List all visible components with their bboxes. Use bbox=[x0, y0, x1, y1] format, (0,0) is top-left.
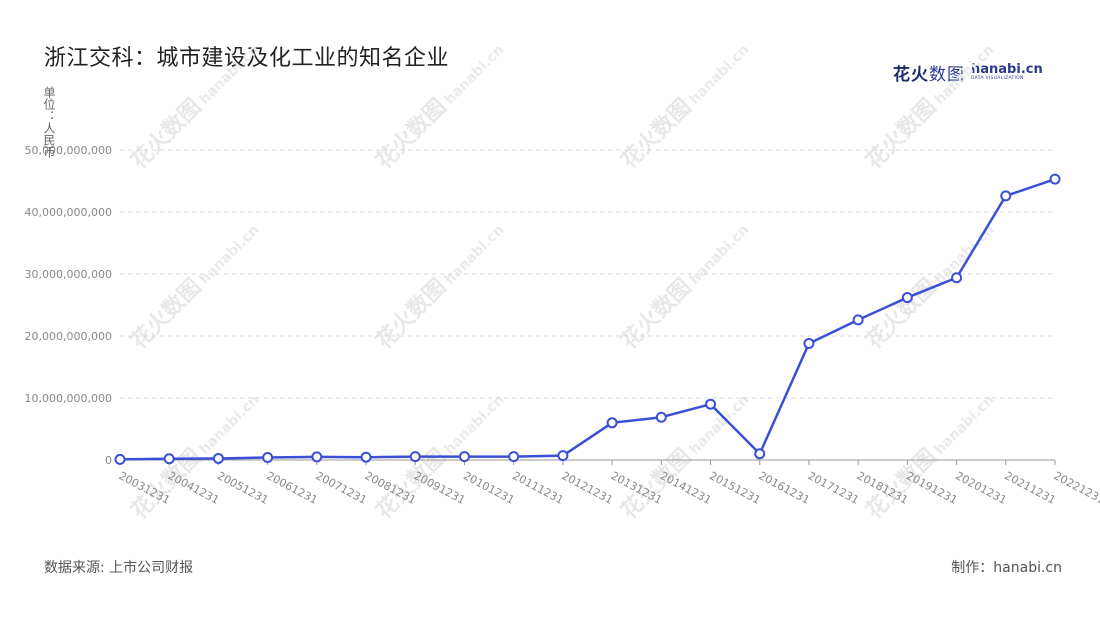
data-point[interactable] bbox=[360, 451, 372, 463]
y-tick-label: 40,000,000,000 bbox=[25, 206, 112, 219]
data-point[interactable] bbox=[458, 451, 470, 463]
y-tick-label: 0 bbox=[105, 454, 112, 467]
watermark-text: 花火数图 bbox=[861, 94, 942, 175]
watermark-text: hanabi.cn bbox=[687, 42, 753, 108]
data-point[interactable] bbox=[114, 453, 126, 465]
watermark-text: hanabi.cn bbox=[932, 42, 998, 108]
data-point[interactable] bbox=[163, 453, 175, 465]
x-tick-label: 20111231 bbox=[510, 469, 566, 507]
data-point[interactable] bbox=[212, 452, 224, 464]
x-tick-label: 20151231 bbox=[707, 469, 763, 507]
logo-cn-text: 花火数图 bbox=[893, 65, 965, 85]
data-point[interactable] bbox=[508, 451, 520, 463]
x-tick-label: 20171231 bbox=[806, 469, 862, 507]
watermark-text: hanabi.cn bbox=[687, 222, 753, 288]
grid-lines bbox=[120, 149, 1055, 399]
x-tick-label: 20221231 bbox=[1052, 469, 1100, 507]
x-tick-label: 20051231 bbox=[215, 469, 271, 507]
y-tick-label: 20,000,000,000 bbox=[25, 330, 112, 343]
data-point[interactable] bbox=[705, 398, 717, 410]
x-tick-label: 20101231 bbox=[461, 469, 517, 507]
data-point[interactable] bbox=[409, 451, 421, 463]
data-source-note: 数据来源: 上市公司财报 bbox=[44, 560, 194, 576]
x-tick-label: 20061231 bbox=[264, 469, 320, 507]
y-tick-label: 30,000,000,000 bbox=[25, 268, 112, 281]
watermark-text: hanabi.cn bbox=[197, 42, 263, 108]
data-point[interactable] bbox=[1000, 190, 1012, 202]
watermark-text: hanabi.cn bbox=[197, 392, 263, 458]
data-point[interactable] bbox=[606, 417, 618, 429]
watermark-text: hanabi.cn bbox=[442, 392, 508, 458]
data-point[interactable] bbox=[1049, 173, 1061, 185]
watermark-text: hanabi.cn bbox=[442, 222, 508, 288]
watermark-text: 花火数图 bbox=[126, 94, 207, 175]
data-point[interactable] bbox=[803, 337, 815, 349]
hanabi-logo: 花火数图 hanabi.cn DATA VISUALIZATION bbox=[893, 60, 1043, 85]
y-tick-label: 10,000,000,000 bbox=[25, 392, 112, 405]
credit-note: 制作：hanabi.cn bbox=[951, 560, 1062, 576]
data-point[interactable] bbox=[655, 411, 667, 423]
y-axis-ticks: 0 10,000,000,000 20,000,000,000 30,000,000,… bbox=[25, 144, 112, 467]
logo-en-text: hanabi.cn DATA VISUALIZATION bbox=[971, 62, 1043, 82]
data-point[interactable] bbox=[557, 450, 569, 462]
x-tick-label: 20121231 bbox=[559, 469, 615, 507]
x-tick-label: 20201231 bbox=[953, 469, 1009, 507]
y-axis-unit-label: 单位：人民币 bbox=[42, 86, 56, 158]
watermark-text: hanabi.cn bbox=[932, 392, 998, 458]
data-point[interactable] bbox=[901, 292, 913, 304]
watermark-text: 花火数图 bbox=[371, 94, 452, 175]
data-point[interactable] bbox=[852, 314, 864, 326]
series-polyline bbox=[119, 177, 1056, 461]
watermark-text: hanabi.cn bbox=[197, 222, 263, 288]
watermark-text: 花火数图 bbox=[616, 274, 697, 355]
watermark-text: 花火数图 bbox=[126, 274, 207, 355]
watermark-text: hanabi.cn bbox=[932, 222, 998, 288]
watermark-text: hanabi.cn bbox=[442, 42, 508, 108]
watermark-text: 花火数图 bbox=[616, 94, 697, 175]
data-point[interactable] bbox=[311, 451, 323, 463]
watermark-text: 花火数图 bbox=[371, 274, 452, 355]
watermark-text: hanabi.cn bbox=[687, 392, 753, 458]
x-tick-label: 20071231 bbox=[313, 469, 369, 507]
series-line bbox=[114, 173, 1061, 465]
data-point[interactable] bbox=[754, 448, 766, 460]
x-tick-label: 20161231 bbox=[756, 469, 812, 507]
x-axis: 2003123120041231200512312006123120071231… bbox=[117, 459, 1100, 507]
y-tick-label: 50,000,000,000 bbox=[25, 144, 112, 157]
data-point[interactable] bbox=[951, 272, 963, 284]
data-point[interactable] bbox=[262, 452, 274, 464]
chart-title: 浙江交科：城市建设及化工业的知名企业 bbox=[44, 46, 450, 71]
x-tick-label: 20211231 bbox=[1002, 469, 1058, 507]
